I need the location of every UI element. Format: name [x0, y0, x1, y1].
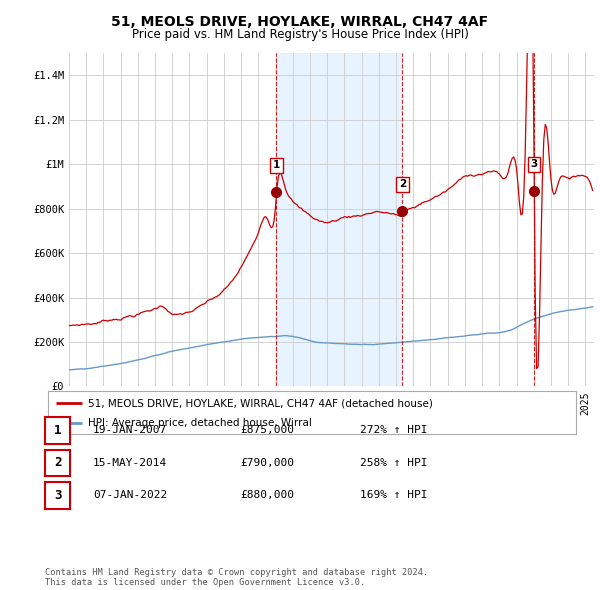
Text: 3: 3 [530, 159, 538, 169]
Text: 2: 2 [54, 456, 61, 470]
Text: £880,000: £880,000 [240, 490, 294, 500]
Text: 19-JAN-2007: 19-JAN-2007 [93, 425, 167, 435]
Text: 272% ↑ HPI: 272% ↑ HPI [360, 425, 427, 435]
Text: 2: 2 [399, 179, 406, 189]
Text: 3: 3 [54, 489, 61, 502]
Text: £790,000: £790,000 [240, 458, 294, 468]
Text: HPI: Average price, detached house, Wirral: HPI: Average price, detached house, Wirr… [88, 418, 311, 428]
Text: 15-MAY-2014: 15-MAY-2014 [93, 458, 167, 468]
Text: 1: 1 [54, 424, 61, 437]
Text: 51, MEOLS DRIVE, HOYLAKE, WIRRAL, CH47 4AF: 51, MEOLS DRIVE, HOYLAKE, WIRRAL, CH47 4… [112, 15, 488, 29]
Text: 07-JAN-2022: 07-JAN-2022 [93, 490, 167, 500]
Text: 1: 1 [273, 160, 280, 171]
Bar [277, 53, 403, 386]
Text: 258% ↑ HPI: 258% ↑ HPI [360, 458, 427, 468]
Text: £875,000: £875,000 [240, 425, 294, 435]
Text: Price paid vs. HM Land Registry's House Price Index (HPI): Price paid vs. HM Land Registry's House … [131, 28, 469, 41]
Text: 51, MEOLS DRIVE, HOYLAKE, WIRRAL, CH47 4AF (detached house): 51, MEOLS DRIVE, HOYLAKE, WIRRAL, CH47 4… [88, 398, 433, 408]
Text: Contains HM Land Registry data © Crown copyright and database right 2024.
This d: Contains HM Land Registry data © Crown c… [45, 568, 428, 587]
Text: 169% ↑ HPI: 169% ↑ HPI [360, 490, 427, 500]
